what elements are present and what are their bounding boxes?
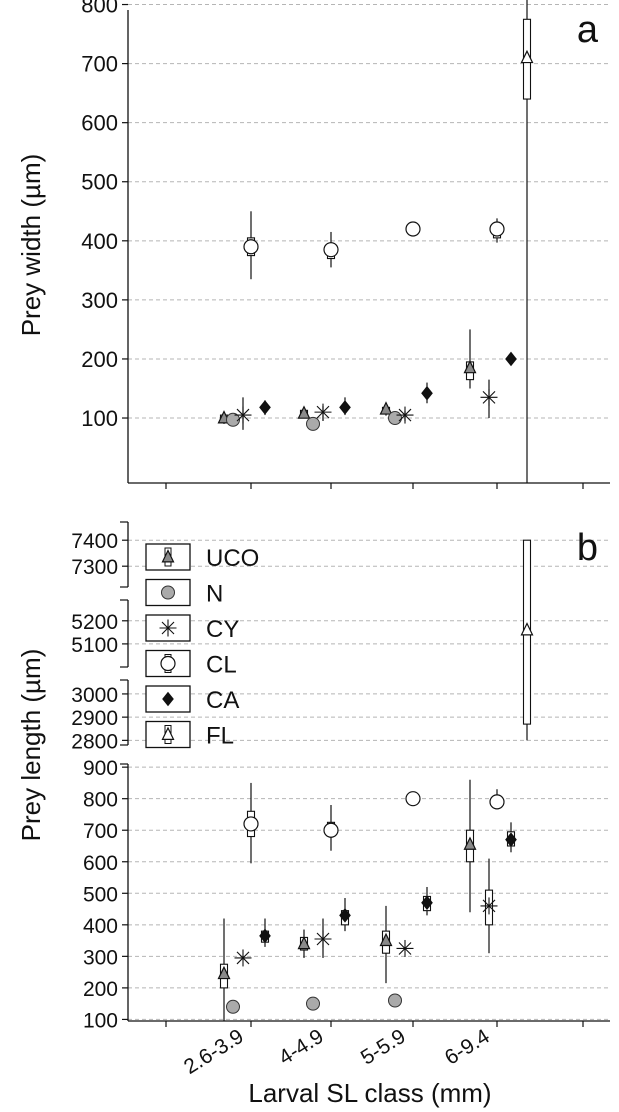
a-cl-4-4-9-point xyxy=(324,243,338,257)
legend-label-cl: CL xyxy=(206,652,237,679)
a-cy-5-5-9-point xyxy=(397,407,414,424)
y-tick-label-100: 100 xyxy=(83,1009,118,1032)
y-tick-label-500: 500 xyxy=(83,883,118,906)
y-tick-label-500: 500 xyxy=(81,170,118,195)
a-ca-2-6-3-9-point xyxy=(260,401,270,414)
legend-item-cl: CL xyxy=(146,651,237,679)
legend-item-fl: FL xyxy=(146,722,234,750)
legend-label-fl: FL xyxy=(206,723,234,750)
b-cy-2-6-3-9-point xyxy=(235,949,252,966)
y-tick-label-600: 600 xyxy=(81,111,118,136)
x-axis-label: Larval SL class (mm) xyxy=(248,1078,491,1108)
b-n-5-5-9-point xyxy=(389,994,402,1007)
legend: UCO N CY CL CA FL xyxy=(146,544,259,750)
legend-label-uco: UCO xyxy=(206,545,259,572)
y-tick-label-2900: 2900 xyxy=(71,707,118,730)
b-n-4-4-9-point xyxy=(307,997,320,1010)
legend-label-n: N xyxy=(206,581,223,608)
legend-label-cy: CY xyxy=(206,616,239,643)
b-cl-4-4-9-point xyxy=(324,823,338,837)
grid-lines xyxy=(128,540,610,1019)
b-cy-4-4-9-point xyxy=(315,931,332,948)
legend-item-cy: CY xyxy=(146,615,239,643)
y-tick-label-300: 300 xyxy=(83,946,118,969)
a-ca-6-9-4-point xyxy=(506,352,516,365)
b-cy-6-9-4-point xyxy=(481,897,498,914)
legend-item-ca: CA xyxy=(146,686,239,714)
panel-a: 100 200 300 400 500 600 700 800 a Prey width (µ… xyxy=(16,0,610,489)
a-cy-6-9-4-point xyxy=(481,389,498,406)
y-tick-label-800: 800 xyxy=(83,789,118,812)
x-axis-tick-labels: 2.6-3.9 4-4.9 5-5.9 6-9.4 xyxy=(180,1025,494,1079)
legend-item-uco: UCO xyxy=(146,544,259,572)
y-tick-label-300: 300 xyxy=(81,288,118,313)
y-tick-label-2800: 2800 xyxy=(71,730,118,753)
a-cy-4-4-9-point xyxy=(315,404,332,421)
y-tick-label-100: 100 xyxy=(81,406,118,431)
x-tick-label-6-9-4: 6-9.4 xyxy=(441,1025,494,1070)
y-tick-label-5200: 5200 xyxy=(71,611,118,634)
y-tick-label-200: 200 xyxy=(83,978,118,1001)
a-n-4-4-9-point xyxy=(307,417,320,430)
y-axis-label: Prey width (µm) xyxy=(16,154,46,337)
a-cl-6-9-4-point xyxy=(490,222,504,236)
legend-label-ca: CA xyxy=(206,687,239,714)
y-tick-label-700: 700 xyxy=(83,820,118,843)
legend-item-n: N xyxy=(146,580,223,608)
a-cy-2-6-3-9-point xyxy=(235,407,252,424)
grid-lines xyxy=(128,5,610,418)
y-tick-label-7400: 7400 xyxy=(71,530,118,553)
y-axis-label: Prey length (µm) xyxy=(16,649,46,842)
y-tick-label-700: 700 xyxy=(81,52,118,77)
b-cy-5-5-9-point xyxy=(397,940,414,957)
y-tick-label-3000: 3000 xyxy=(71,684,118,707)
a-n-5-5-9-point xyxy=(389,412,402,425)
data-marks xyxy=(218,0,532,483)
x-tick-label-5-5-9: 5-5.9 xyxy=(357,1025,410,1070)
y-tick-label-400: 400 xyxy=(83,915,118,938)
b-cl-2-6-3-9-point xyxy=(244,817,258,831)
x-tick-label-4-4-9: 4-4.9 xyxy=(275,1025,328,1070)
y-tick-label-5100: 5100 xyxy=(71,634,118,657)
panel-label: a xyxy=(577,9,599,51)
y-tick-label-200: 200 xyxy=(81,347,118,372)
a-cl-2-6-3-9-point xyxy=(244,240,258,254)
y-tick-label-800: 800 xyxy=(81,0,118,18)
panel-label: b xyxy=(577,527,598,569)
y-tick-label-400: 400 xyxy=(81,229,118,254)
a-cl-5-5-9-point xyxy=(406,222,420,236)
a-ca-4-4-9-point xyxy=(340,401,350,414)
a-ca-5-5-9-point xyxy=(422,387,432,400)
b-n-2-6-3-9-point xyxy=(227,1000,240,1013)
b-cl-6-9-4-point xyxy=(490,795,504,809)
legend-swatch-marker xyxy=(160,620,177,637)
b-cl-5-5-9-point xyxy=(406,792,420,806)
y-tick-label-900: 900 xyxy=(83,757,118,780)
y-tick-label-600: 600 xyxy=(83,852,118,875)
x-tick-label-2-6-3-9: 2.6-3.9 xyxy=(180,1025,248,1079)
y-tick-label-7300: 7300 xyxy=(71,556,118,579)
legend-swatch-marker xyxy=(161,657,175,671)
data-marks xyxy=(218,540,532,1021)
legend-swatch-marker xyxy=(162,586,175,599)
